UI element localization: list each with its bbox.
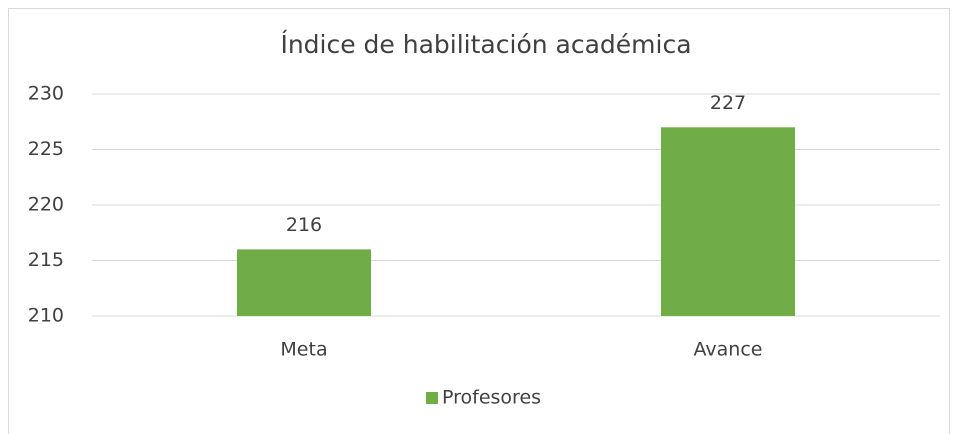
data-label: 227 (710, 92, 746, 114)
bar (661, 127, 795, 316)
x-tick-label: Avance (694, 339, 763, 361)
chart-title: Índice de habilitación académica (280, 30, 691, 59)
x-tick-label: Meta (280, 339, 327, 361)
chart-frame (8, 8, 950, 434)
y-tick-label: 220 (28, 194, 64, 216)
y-tick-label: 225 (28, 138, 64, 160)
y-tick-label: 230 (28, 83, 64, 105)
legend-label: Profesores (442, 387, 541, 409)
y-tick-label: 215 (28, 249, 64, 271)
data-label: 216 (286, 214, 322, 236)
legend-swatch (426, 392, 438, 404)
bar (237, 249, 371, 316)
y-tick-label: 210 (28, 305, 64, 327)
